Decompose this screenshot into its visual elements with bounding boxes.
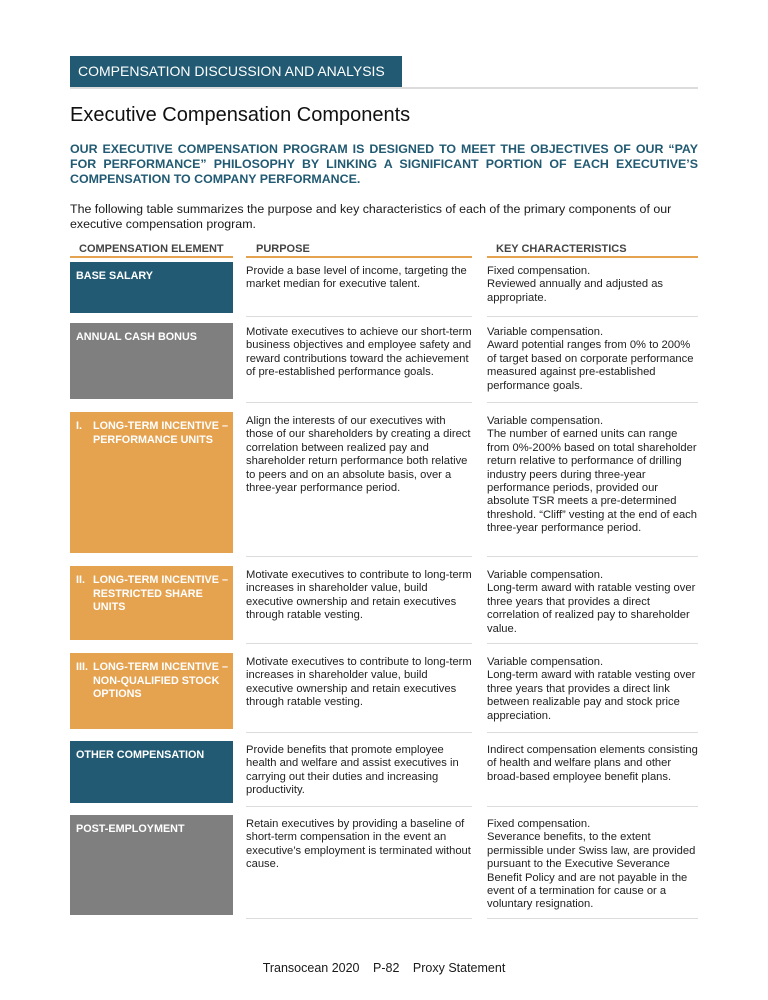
element-label: ANNUAL CASH BONUS [76, 331, 197, 343]
key-line: Severance benefits, to the extent permis… [487, 831, 696, 911]
key-line: Variable compensation. [487, 415, 604, 427]
compensation-element-cell: III. LONG-TERM INCENTIVE – NON-QUALIFIED … [70, 653, 233, 729]
key-line: Indirect compensation elements consistin… [487, 744, 698, 783]
section-divider [70, 87, 698, 89]
key-characteristics-cell: Variable compensation. Long-term award wi… [487, 653, 698, 733]
key-line: Variable compensation. [487, 326, 604, 338]
intro-paragraph: The following table summarizes the purpo… [70, 202, 672, 231]
key-line: Variable compensation. [487, 656, 604, 668]
header-key-characteristics: KEY CHARACTERISTICS [487, 243, 698, 258]
key-line: Award potential ranges from 0% to 200% o… [487, 339, 694, 392]
compensation-element-cell: OTHER COMPENSATION [70, 741, 233, 803]
footer-document: Proxy Statement [412, 961, 506, 975]
element-label: LONG-TERM INCENTIVE – RESTRICTED SHARE U… [93, 574, 228, 613]
element-label: LONG-TERM INCENTIVE – NON-QUALIFIED STOC… [93, 661, 228, 700]
table-row: I. LONG-TERM INCENTIVE – PERFORMANCE UNIT… [0, 412, 768, 557]
purpose-cell: Motivate executives to achieve our short… [246, 323, 472, 403]
key-line: Long-term award with ratable vesting ove… [487, 582, 696, 635]
table-row: BASE SALARY Provide a base level of incom… [0, 262, 768, 317]
table-row: OTHER COMPENSATION Provide benefits that … [0, 741, 768, 807]
compensation-element-cell: POST-EMPLOYMENT [70, 815, 233, 915]
page-title: Executive Compensation Components [70, 104, 411, 126]
element-label: OTHER COMPENSATION [76, 749, 205, 761]
footer-page-number: P-82 [373, 961, 400, 975]
element-label: POST-EMPLOYMENT [76, 823, 185, 835]
key-line: Fixed compensation. [487, 265, 591, 277]
element-number: I. [76, 420, 82, 432]
purpose-cell: Align the interests of our executives wi… [246, 412, 472, 557]
element-label: BASE SALARY [76, 270, 153, 282]
lead-statement: OUR EXECUTIVE COMPENSATION PROGRAM IS DE… [70, 142, 698, 186]
element-number: III. [76, 661, 88, 673]
header-compensation-element: COMPENSATION ELEMENT [70, 243, 233, 258]
key-characteristics-cell: Variable compensation. The number of earn… [487, 412, 698, 557]
purpose-cell: Retain executives by providing a baselin… [246, 815, 472, 919]
table-row: POST-EMPLOYMENT Retain executives by prov… [0, 815, 768, 919]
key-characteristics-cell: Fixed compensation. Reviewed annually and… [487, 262, 698, 317]
key-line: Long-term award with ratable vesting ove… [487, 669, 696, 722]
purpose-cell: Motivate executives to contribute to lon… [246, 653, 472, 733]
element-label: LONG-TERM INCENTIVE – PERFORMANCE UNITS [93, 420, 228, 446]
key-characteristics-cell: Indirect compensation elements consistin… [487, 741, 698, 807]
compensation-element-cell: ANNUAL CASH BONUS [70, 323, 233, 399]
table-row: II. LONG-TERM INCENTIVE – RESTRICTED SHAR… [0, 566, 768, 644]
key-line: Variable compensation. [487, 569, 604, 581]
key-line: Reviewed annually and adjusted as approp… [487, 278, 664, 304]
key-characteristics-cell: Variable compensation. Long-term award wi… [487, 566, 698, 644]
purpose-cell: Provide benefits that promote employee h… [246, 741, 472, 807]
section-tab: COMPENSATION DISCUSSION AND ANALYSIS [70, 56, 402, 87]
key-characteristics-cell: Variable compensation. Award potential ra… [487, 323, 698, 403]
table-row: ANNUAL CASH BONUS Motivate executives to … [0, 323, 768, 403]
key-line: Fixed compensation. [487, 818, 591, 830]
compensation-element-cell: I. LONG-TERM INCENTIVE – PERFORMANCE UNIT… [70, 412, 233, 553]
table-row: III. LONG-TERM INCENTIVE – NON-QUALIFIED … [0, 653, 768, 733]
purpose-cell: Provide a base level of income, targetin… [246, 262, 472, 317]
page-footer: Transocean 2020 P-82 Proxy Statement [0, 961, 768, 975]
element-number: II. [76, 574, 85, 586]
header-purpose: PURPOSE [246, 243, 472, 258]
compensation-element-cell: II. LONG-TERM INCENTIVE – RESTRICTED SHAR… [70, 566, 233, 640]
key-line: The number of earned units can range fro… [487, 428, 697, 535]
key-characteristics-cell: Fixed compensation. Severance benefits, t… [487, 815, 698, 919]
footer-company: Transocean 2020 [262, 961, 360, 975]
compensation-element-cell: BASE SALARY [70, 262, 233, 313]
purpose-cell: Motivate executives to contribute to lon… [246, 566, 472, 644]
